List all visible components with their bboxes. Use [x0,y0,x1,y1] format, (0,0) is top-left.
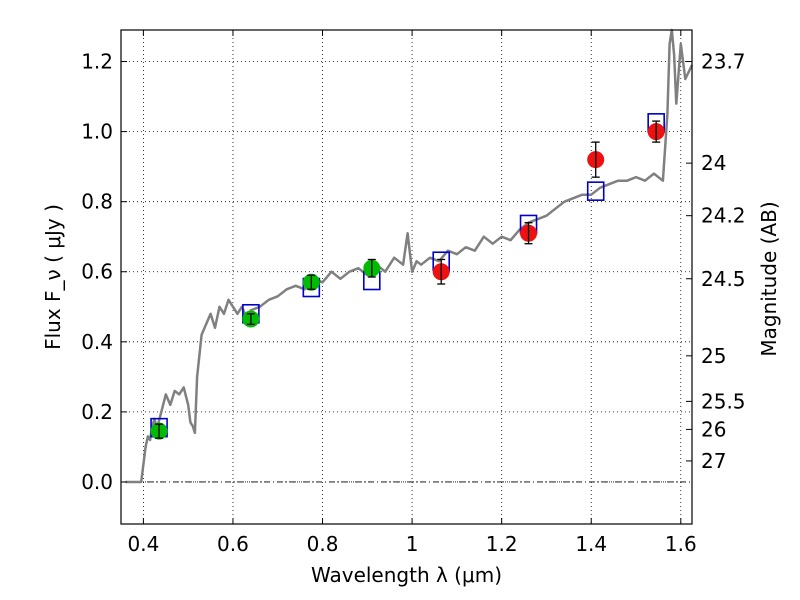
model-boxes [150,113,665,438]
x-axis-label: Wavelength λ (μm) [311,563,502,587]
model-box [586,181,605,201]
mag-tick-label: 25.5 [701,389,746,413]
spectrum-line [125,28,694,484]
grid [121,30,692,524]
mag-tick-label: 25 [701,344,726,368]
x-tick-label: 0.6 [217,532,249,556]
mag-tick-label: 24.2 [701,204,746,228]
x-tick-label: 0.8 [307,532,339,556]
y-tick-label: 0.0 [81,470,113,494]
x-tick-label: 1.2 [486,532,518,556]
mag-tick-label: 24 [701,151,726,175]
y-axis-label: Flux F_ν ( μJy ) [41,204,65,350]
spectrum-line-path [125,28,694,484]
y-tick-label: 0.8 [81,190,113,214]
y-tick-label: 0.4 [81,330,113,354]
x-tick-label: 1 [406,532,419,556]
x-tick-label: 0.4 [127,532,159,556]
ticks: 0.4 0.6 0.8 1 1.2 1.4 1.6 0.0 0.2 0.4 0.6 0.8 1.0 1.2… [81,30,746,556]
y-tick-label: 0.6 [81,260,113,284]
x-tick-label: 1.4 [575,532,607,556]
mag-tick-label: 26 [701,417,726,441]
y-tick-label: 1.0 [81,120,113,144]
mag-tick-label: 24.5 [701,267,746,291]
mag-tick-label: 27 [701,449,726,473]
y-axis-right-label: Magnitude (AB) [757,201,781,356]
plot-frame [120,29,693,525]
y-tick-label: 1.2 [81,50,113,74]
data-points [150,120,665,440]
mag-tick-label: 23.7 [701,50,746,74]
y-tick-label: 0.2 [81,400,113,424]
x-tick-label: 1.6 [665,532,697,556]
